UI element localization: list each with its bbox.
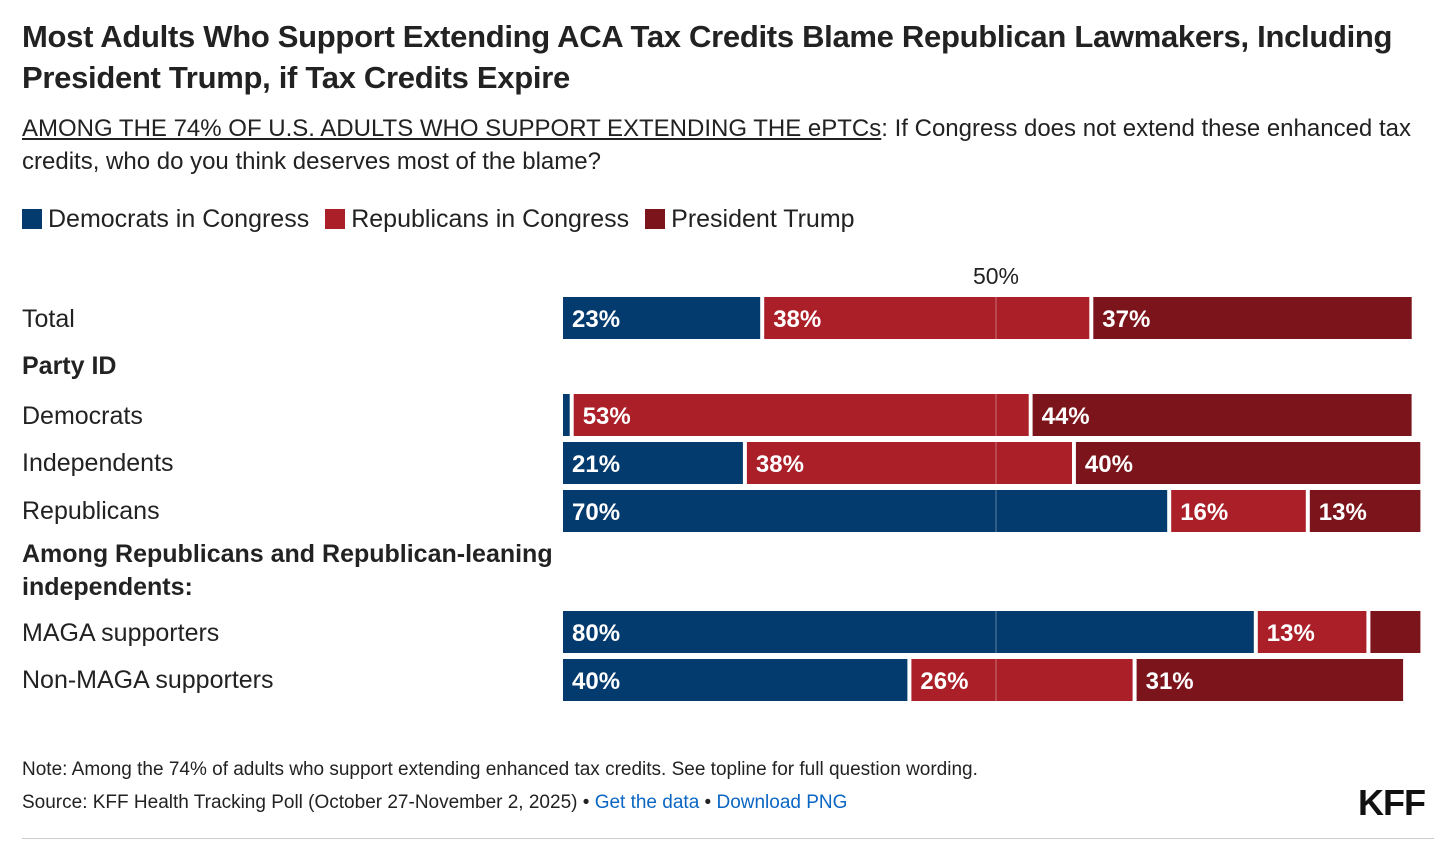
bar-total-trump	[1093, 297, 1412, 339]
legend-label-democrats: Democrats in Congress	[48, 204, 310, 233]
row-label-democrats: Democrats	[22, 402, 143, 430]
bar-label-independents-democrats: 21%	[572, 451, 620, 478]
subtitle-population: AMONG THE 74% OF U.S. ADULTS WHO SUPPORT…	[22, 115, 882, 142]
bar-label-independents-republicans: 38%	[756, 451, 804, 478]
bar-label-non-maga-republicans: 26%	[920, 668, 968, 695]
legend-swatch-democrats	[22, 209, 42, 229]
row-label-non-maga: Non-MAGA supporters	[22, 666, 274, 694]
legend-label-republicans: Republicans in Congress	[351, 204, 630, 233]
legend-label-trump: President Trump	[671, 204, 855, 233]
bar-republicans-trump	[1309, 490, 1421, 532]
section-label-party-id: Party ID	[22, 352, 117, 380]
bar-total-republicans	[764, 297, 1090, 339]
bar-label-maga-democrats: 80%	[572, 620, 620, 647]
legend-item-democrats: Democrats in Congress	[22, 205, 309, 234]
source-text: Source: KFF Health Tracking Poll (Octobe…	[22, 792, 578, 813]
kff-logo: KFF	[1358, 782, 1426, 823]
bar-non-maga-republicans	[911, 659, 1133, 701]
download-png-link[interactable]: Download PNG	[716, 792, 848, 813]
row-label-independents: Independents	[22, 449, 174, 477]
bar-republicans-democrats	[563, 490, 1168, 532]
bar-non-maga-democrats	[563, 659, 908, 701]
bar-label-total-trump: 37%	[1102, 306, 1150, 333]
row-label-maga: MAGA supporters	[22, 619, 220, 647]
reference-line-label: 50%	[973, 263, 1019, 289]
source-separator-2: •	[704, 792, 712, 813]
get-data-link[interactable]: Get the data	[594, 792, 700, 813]
bar-label-maga-republicans: 13%	[1267, 620, 1315, 647]
bar-independents-democrats	[563, 442, 743, 484]
footer-note: Note: Among the 74% of adults who suppor…	[22, 759, 978, 780]
chart-subtitle: AMONG THE 74% OF U.S. ADULTS WHO SUPPORT…	[22, 112, 1434, 178]
bar-label-independents-trump: 40%	[1085, 451, 1133, 478]
footer-source: Source: KFF Health Tracking Poll (Octobe…	[22, 790, 847, 816]
stacked-bar-chart: 23% 38% 37% 53% 44% 21% 38% 40% 70% 16% 13% 80% 13% 4…	[563, 263, 1421, 701]
bar-label-republicans-trump: 13%	[1319, 499, 1367, 526]
bar-maga-republicans	[1257, 611, 1367, 653]
bar-democrats-trump	[1032, 394, 1412, 436]
bar-label-total-democrats: 23%	[572, 306, 620, 333]
bar-maga-trump	[1370, 611, 1421, 653]
bar-independents-trump	[1075, 442, 1421, 484]
bar-independents-republicans	[746, 442, 1072, 484]
bar-democrats-republicans	[573, 394, 1029, 436]
chart-title: Most Adults Who Support Extending ACA Ta…	[22, 19, 1393, 95]
bar-label-republicans-democrats: 70%	[572, 499, 620, 526]
source-separator-1: •	[582, 792, 590, 813]
bar-republicans-republicans	[1171, 490, 1306, 532]
bar-label-total-republicans: 38%	[773, 306, 821, 333]
section-label-republican-leaners: Among Republicans and Republican-leaning…	[22, 540, 553, 601]
bar-democrats-democrats	[563, 394, 570, 436]
row-label-total: Total	[22, 305, 75, 333]
bar-label-democrats-republicans: 53%	[583, 403, 631, 430]
bar-label-non-maga-trump: 31%	[1146, 668, 1194, 695]
bar-label-republicans-republicans: 16%	[1180, 499, 1228, 526]
chart-legend: Democrats in Congress Republicans in Con…	[22, 201, 871, 237]
legend-item-trump: President Trump	[645, 204, 855, 234]
footer-divider	[22, 838, 1434, 839]
bar-label-non-maga-democrats: 40%	[572, 668, 620, 695]
row-label-republicans: Republicans	[22, 497, 160, 525]
bar-non-maga-trump	[1136, 659, 1404, 701]
bar-label-democrats-trump: 44%	[1042, 403, 1090, 430]
legend-swatch-republicans	[325, 209, 346, 229]
bar-total-democrats	[563, 297, 761, 339]
legend-swatch-trump	[645, 209, 666, 229]
legend-item-republicans: Republicans in Congress	[325, 205, 629, 234]
bar-maga-democrats	[563, 611, 1254, 653]
subtitle-question: : If Congress does not extend these enha…	[22, 115, 1411, 175]
